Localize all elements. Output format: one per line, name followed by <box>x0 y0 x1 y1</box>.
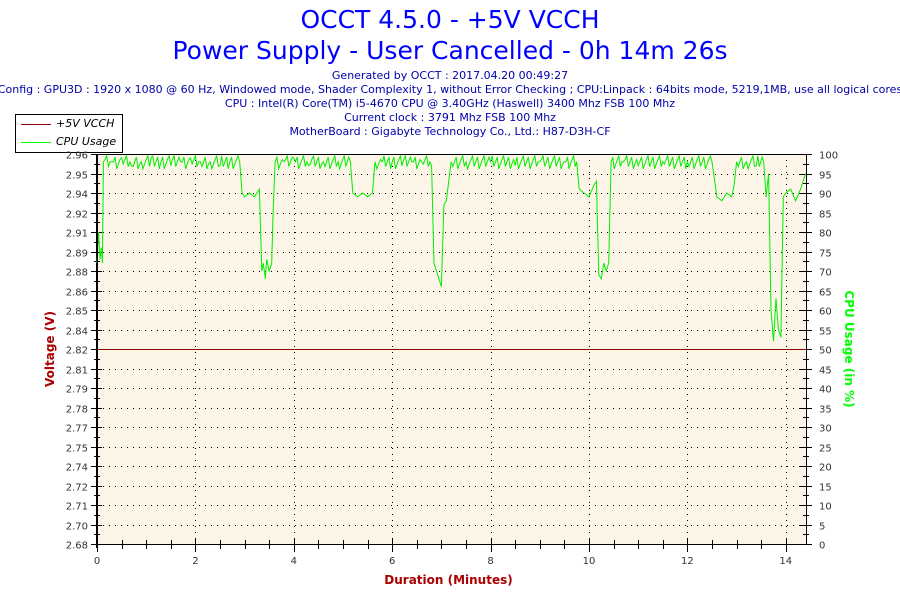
y-tick-label: 2.79 <box>66 385 88 396</box>
y-tick-label: 2.81 <box>66 366 88 377</box>
right-axis: 1009590858075706560555045403530252015105… <box>800 151 838 552</box>
y-tick-label: 2.86 <box>66 288 88 299</box>
y2-tick-label: 40 <box>819 385 832 396</box>
y-tick-label: 2.74 <box>66 463 88 474</box>
y2-tick-label: 35 <box>819 405 832 416</box>
motherboard-info: MotherBoard : Gigabyte Technology Co., L… <box>289 125 611 138</box>
y-tick-label: 2.68 <box>66 541 88 552</box>
y2-tick-label: 30 <box>819 424 832 435</box>
y2-tick-label: 90 <box>819 190 832 201</box>
y2-tick-label: 15 <box>819 483 832 494</box>
cpu-usage-series-line <box>96 154 806 342</box>
y-tick-label: 2.78 <box>66 405 88 416</box>
y2-tick-label: 95 <box>819 171 832 182</box>
x-tick-label: 8 <box>487 556 493 567</box>
grid-lines <box>97 154 806 544</box>
y-tick-label: 2.89 <box>66 249 88 260</box>
y-tick-label: 2.95 <box>66 171 88 182</box>
y-tick-label: 2.84 <box>66 327 88 338</box>
x-tick-label: 0 <box>94 556 100 567</box>
plot-area <box>97 154 806 544</box>
y-tick-label: 2.75 <box>66 444 88 455</box>
y2-tick-label: 60 <box>819 307 832 318</box>
y-tick-label: 2.94 <box>66 190 88 201</box>
x-tick-label: 6 <box>389 556 395 567</box>
y2-tick-label: 85 <box>819 210 832 221</box>
y2-tick-label: 25 <box>819 444 832 455</box>
config-info: Config : GPU3D : 1920 x 1080 @ 60 Hz, Wi… <box>0 83 900 96</box>
y2-tick-label: 50 <box>819 346 832 357</box>
chart-title: OCCT 4.5.0 - +5V VCCH <box>300 5 600 34</box>
y2-tick-label: 70 <box>819 268 832 279</box>
x-tick-label: 12 <box>681 556 694 567</box>
legend-swatch-voltage <box>21 124 51 125</box>
y2-axis-label: CPU Usage (in %) <box>842 290 856 407</box>
y2-tick-label: 20 <box>819 463 832 474</box>
y2-tick-label: 75 <box>819 249 832 260</box>
chart-subtitle: Power Supply - User Cancelled - 0h 14m 2… <box>172 36 728 65</box>
x-tick-label: 10 <box>583 556 596 567</box>
x-tick-label: 14 <box>779 556 792 567</box>
legend-swatch-cpu <box>21 142 51 143</box>
y-tick-label: 2.88 <box>66 268 88 279</box>
y-tick-label: 2.85 <box>66 307 88 318</box>
y-tick-label: 2.72 <box>66 483 88 494</box>
legend-label-cpu: CPU Usage <box>56 135 117 148</box>
y2-tick-label: 10 <box>819 502 832 513</box>
x-axis: 0 2 4 6 8 10 12 14 <box>94 538 792 567</box>
clock-info: Current clock : 3791 Mhz FSB 100 Mhz <box>344 111 556 124</box>
legend-item-voltage: +5V VCCH <box>16 116 122 132</box>
y-axis-label: Voltage (V) <box>43 311 57 387</box>
y2-tick-label: 0 <box>819 541 825 552</box>
left-axis: 2.962.952.942.922.912.892.882.862.852.84… <box>66 151 102 552</box>
x-tick-label: 4 <box>291 556 297 567</box>
generated-info: Generated by OCCT : 2017.04.20 00:49:27 <box>331 69 569 82</box>
y-tick-label: 2.92 <box>66 210 88 221</box>
y-tick-label: 2.71 <box>66 502 88 513</box>
y2-tick-label: 5 <box>819 522 825 533</box>
y-tick-label: 2.91 <box>66 229 88 240</box>
y2-tick-label: 100 <box>819 151 838 162</box>
y2-tick-label: 45 <box>819 366 832 377</box>
y2-tick-label: 55 <box>819 327 832 338</box>
legend-label-voltage: +5V VCCH <box>56 117 115 130</box>
cpu-info: CPU : Intel(R) Core(TM) i5-4670 CPU @ 3.… <box>224 97 676 110</box>
plot-frame <box>97 154 807 545</box>
x-tick-label: 2 <box>192 556 198 567</box>
legend-item-cpu: CPU Usage <box>16 134 122 150</box>
y2-tick-label: 65 <box>819 288 832 299</box>
y-tick-label: 2.82 <box>66 346 88 357</box>
y2-tick-label: 80 <box>819 229 832 240</box>
y-tick-label: 2.77 <box>66 424 88 435</box>
chart-legend: +5V VCCH CPU Usage <box>15 114 123 153</box>
y-tick-label: 2.70 <box>66 522 88 533</box>
x-axis-label: Duration (Minutes) <box>384 573 512 587</box>
